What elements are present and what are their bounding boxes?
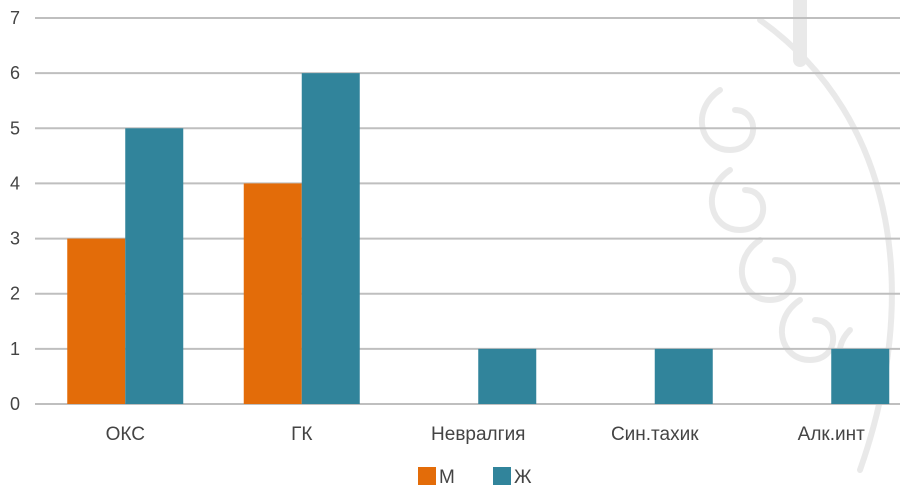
legend-label: М bbox=[439, 467, 455, 488]
y-tick-label: 5 bbox=[10, 118, 20, 138]
bar-zh bbox=[831, 348, 890, 404]
bar-zh bbox=[478, 348, 537, 404]
legend-swatch bbox=[418, 467, 436, 485]
x-tick-label: ГК bbox=[291, 424, 312, 445]
y-tick-label: 2 bbox=[10, 284, 20, 304]
y-tick-label: 7 bbox=[10, 8, 20, 28]
bar-zh bbox=[654, 348, 713, 404]
bar-m bbox=[243, 183, 302, 404]
y-tick-label: 0 bbox=[10, 394, 20, 414]
x-tick-label: Син.тахик bbox=[611, 424, 699, 445]
x-axis: ОКС ГК Невралгия Син.тахик Алк.инт bbox=[106, 424, 866, 445]
y-tick-label: 4 bbox=[10, 173, 20, 193]
y-tick-label: 1 bbox=[10, 339, 20, 359]
x-tick-label: Невралгия bbox=[431, 424, 525, 445]
bar-zh bbox=[301, 73, 360, 405]
legend-label: Ж bbox=[514, 467, 532, 488]
y-tick-label: 3 bbox=[10, 229, 20, 249]
legend-swatch bbox=[493, 467, 511, 485]
bar-m bbox=[67, 238, 126, 404]
x-tick-label: Алк.инт bbox=[798, 424, 865, 445]
y-axis: 0 1 2 3 4 5 6 7 bbox=[10, 8, 20, 414]
y-tick-label: 6 bbox=[10, 63, 20, 83]
bars bbox=[67, 73, 890, 405]
x-tick-label: ОКС bbox=[106, 424, 145, 445]
bar-zh bbox=[125, 128, 184, 405]
